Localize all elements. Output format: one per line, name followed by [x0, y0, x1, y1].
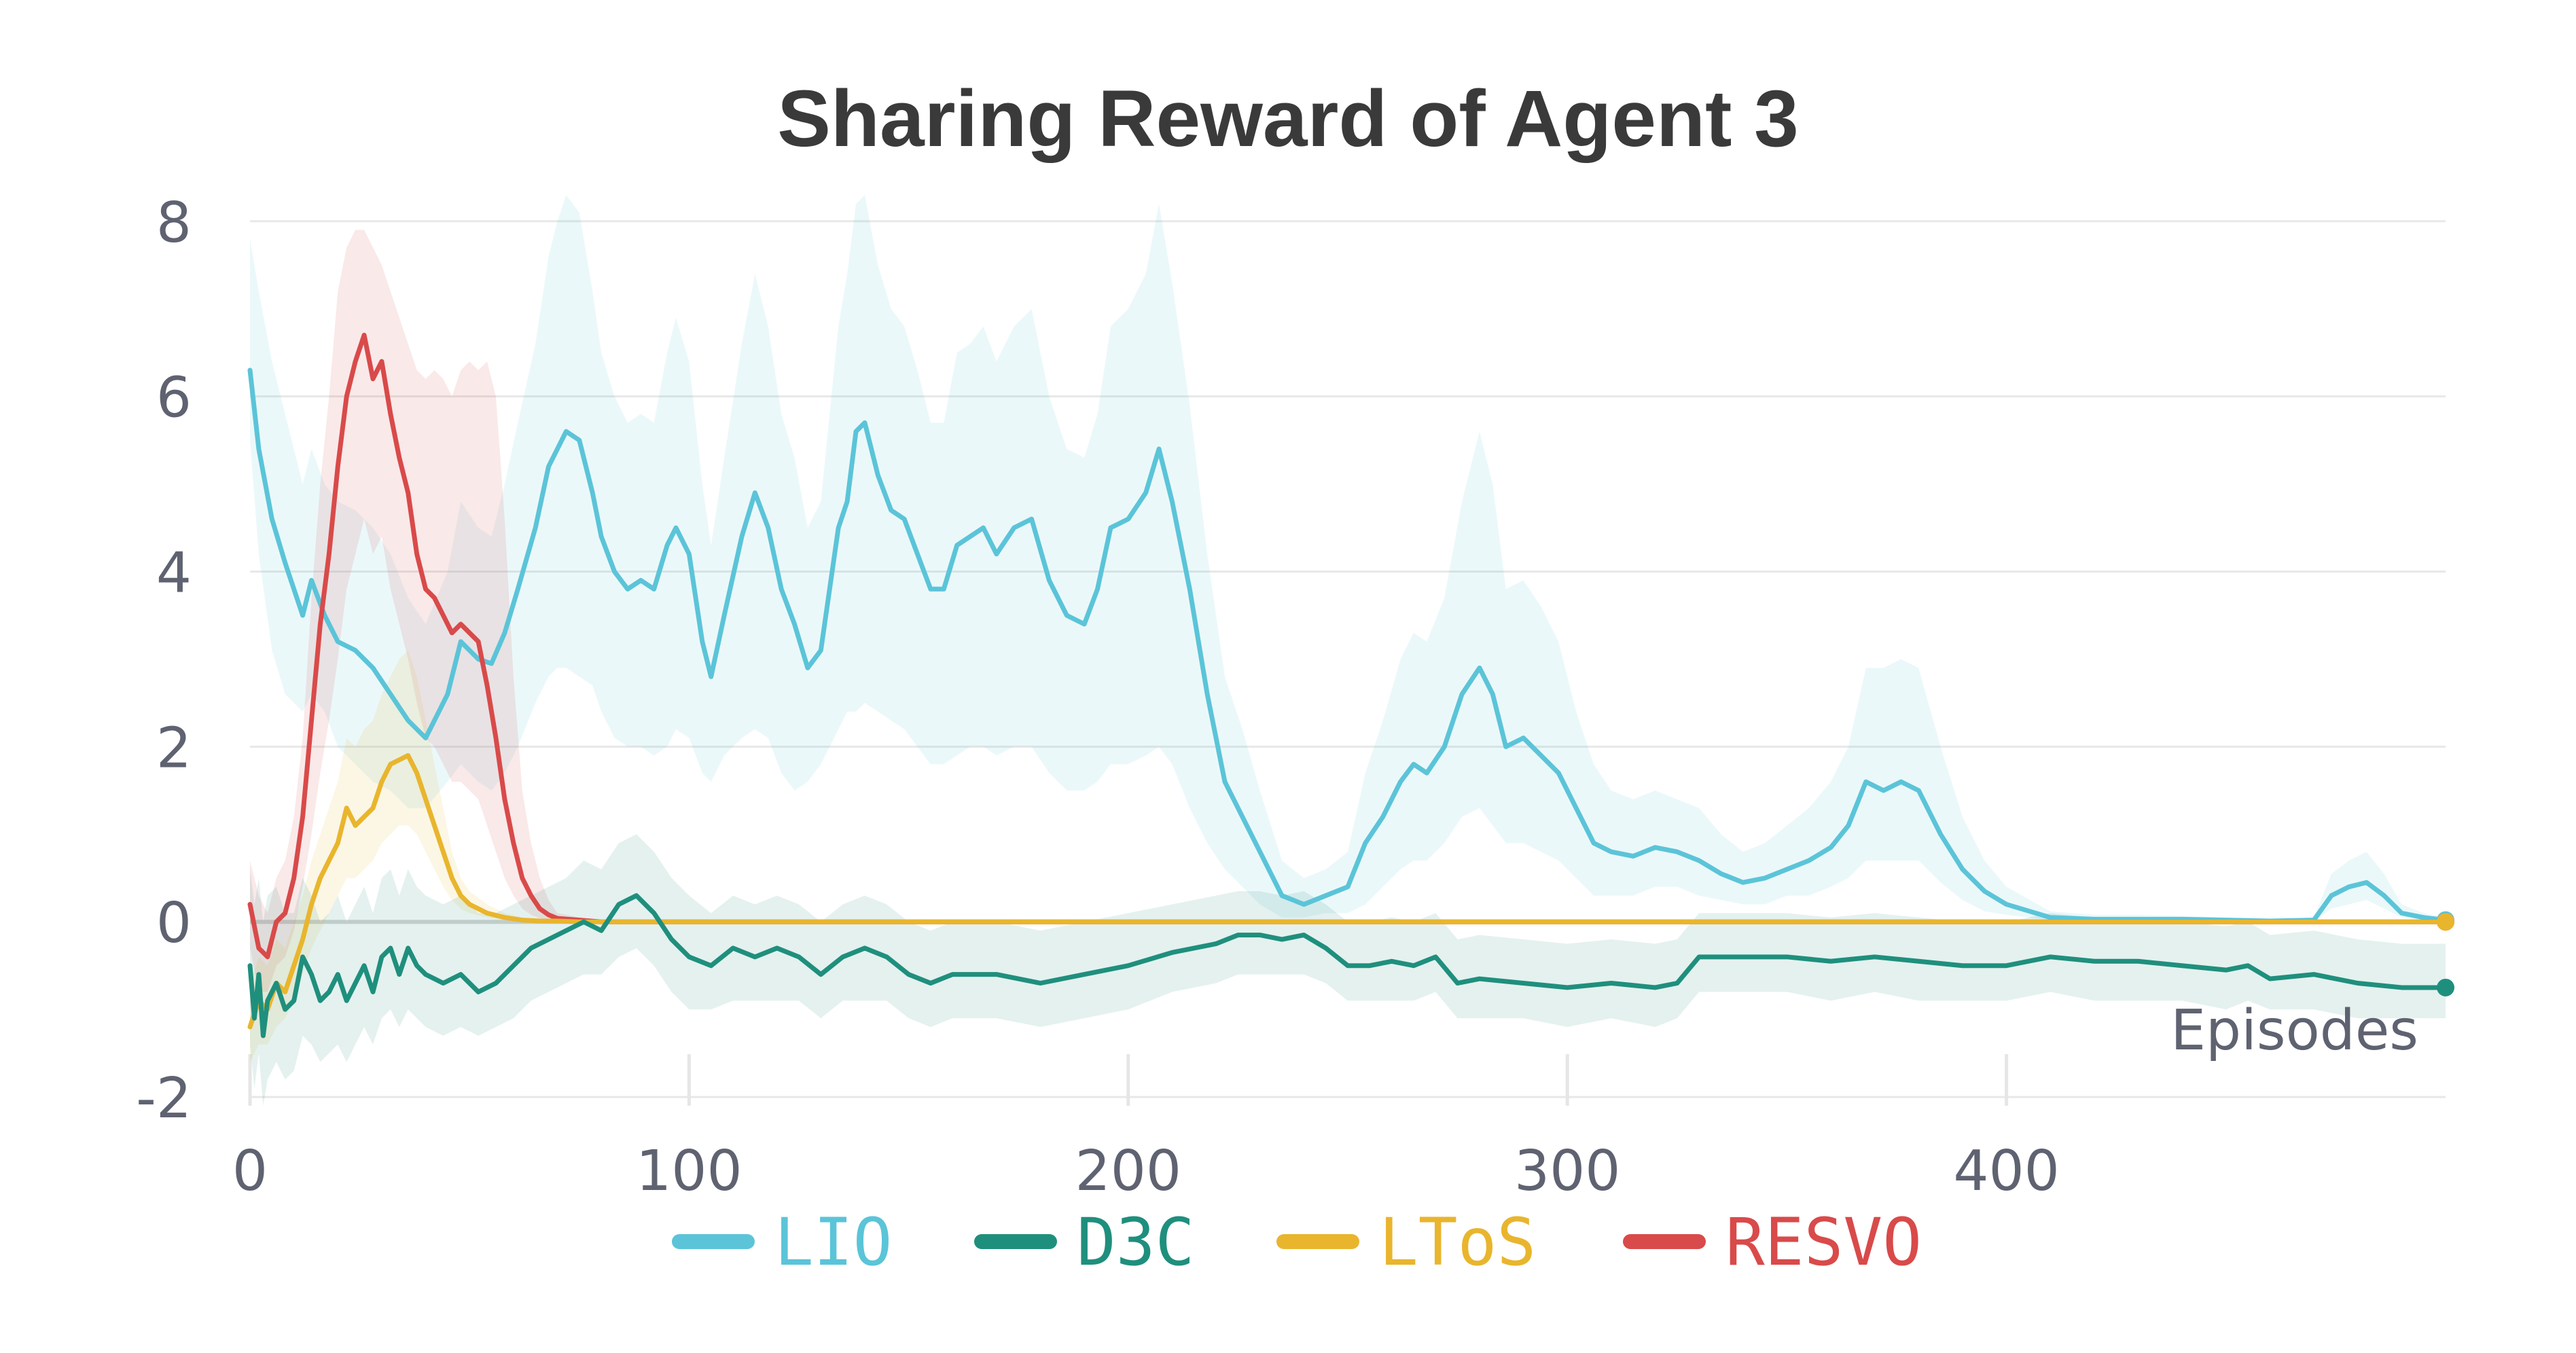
y-tick-label: -2 — [136, 1066, 192, 1131]
x-tick-label: 0 — [232, 1139, 268, 1204]
legend-label: RESVO — [1725, 1204, 1922, 1280]
y-tick-label: 0 — [156, 891, 192, 956]
x-tick-label: 200 — [1075, 1139, 1182, 1204]
band-lio — [250, 195, 2446, 922]
y-tick-label: 4 — [156, 541, 192, 606]
series-line-ltos — [247, 753, 2448, 1030]
legend-label: LToS — [1379, 1204, 1536, 1280]
legend-label: LIO — [774, 1204, 892, 1280]
legend-item-ltos: LToS — [1276, 1204, 1536, 1280]
y-tick-labels: -2 0 2 4 6 8 — [136, 191, 192, 1131]
y-tick-label: 2 — [156, 716, 192, 780]
x-axis-label: Episodes — [2170, 998, 2418, 1063]
end-marker-d3c — [2437, 978, 2454, 996]
chart-title: Sharing Reward of Agent 3 — [777, 74, 1799, 164]
y-tick-label: 8 — [156, 191, 192, 255]
x-tick-labels: 0 100 200 300 400 — [232, 1139, 2060, 1204]
legend: LIO D3C LToS RESVO — [672, 1204, 1922, 1280]
x-tick-label: 300 — [1514, 1139, 1621, 1204]
legend-label: D3C — [1077, 1204, 1194, 1280]
series-line-d3c — [247, 893, 2448, 1039]
series-lines — [247, 332, 2454, 1039]
confidence-bands — [250, 195, 2446, 1106]
x-tick-label: 400 — [1953, 1139, 2060, 1204]
legend-item-lio: LIO — [672, 1204, 892, 1280]
end-marker-ltos — [2437, 913, 2454, 931]
legend-item-resvo: RESVO — [1623, 1204, 1922, 1280]
x-ticks — [248, 1054, 2009, 1106]
x-tick-label: 100 — [636, 1139, 743, 1204]
series-line-lio — [247, 367, 2448, 924]
y-tick-label: 6 — [156, 366, 192, 431]
legend-item-d3c: D3C — [974, 1204, 1194, 1280]
band-d3c — [250, 834, 2446, 1106]
